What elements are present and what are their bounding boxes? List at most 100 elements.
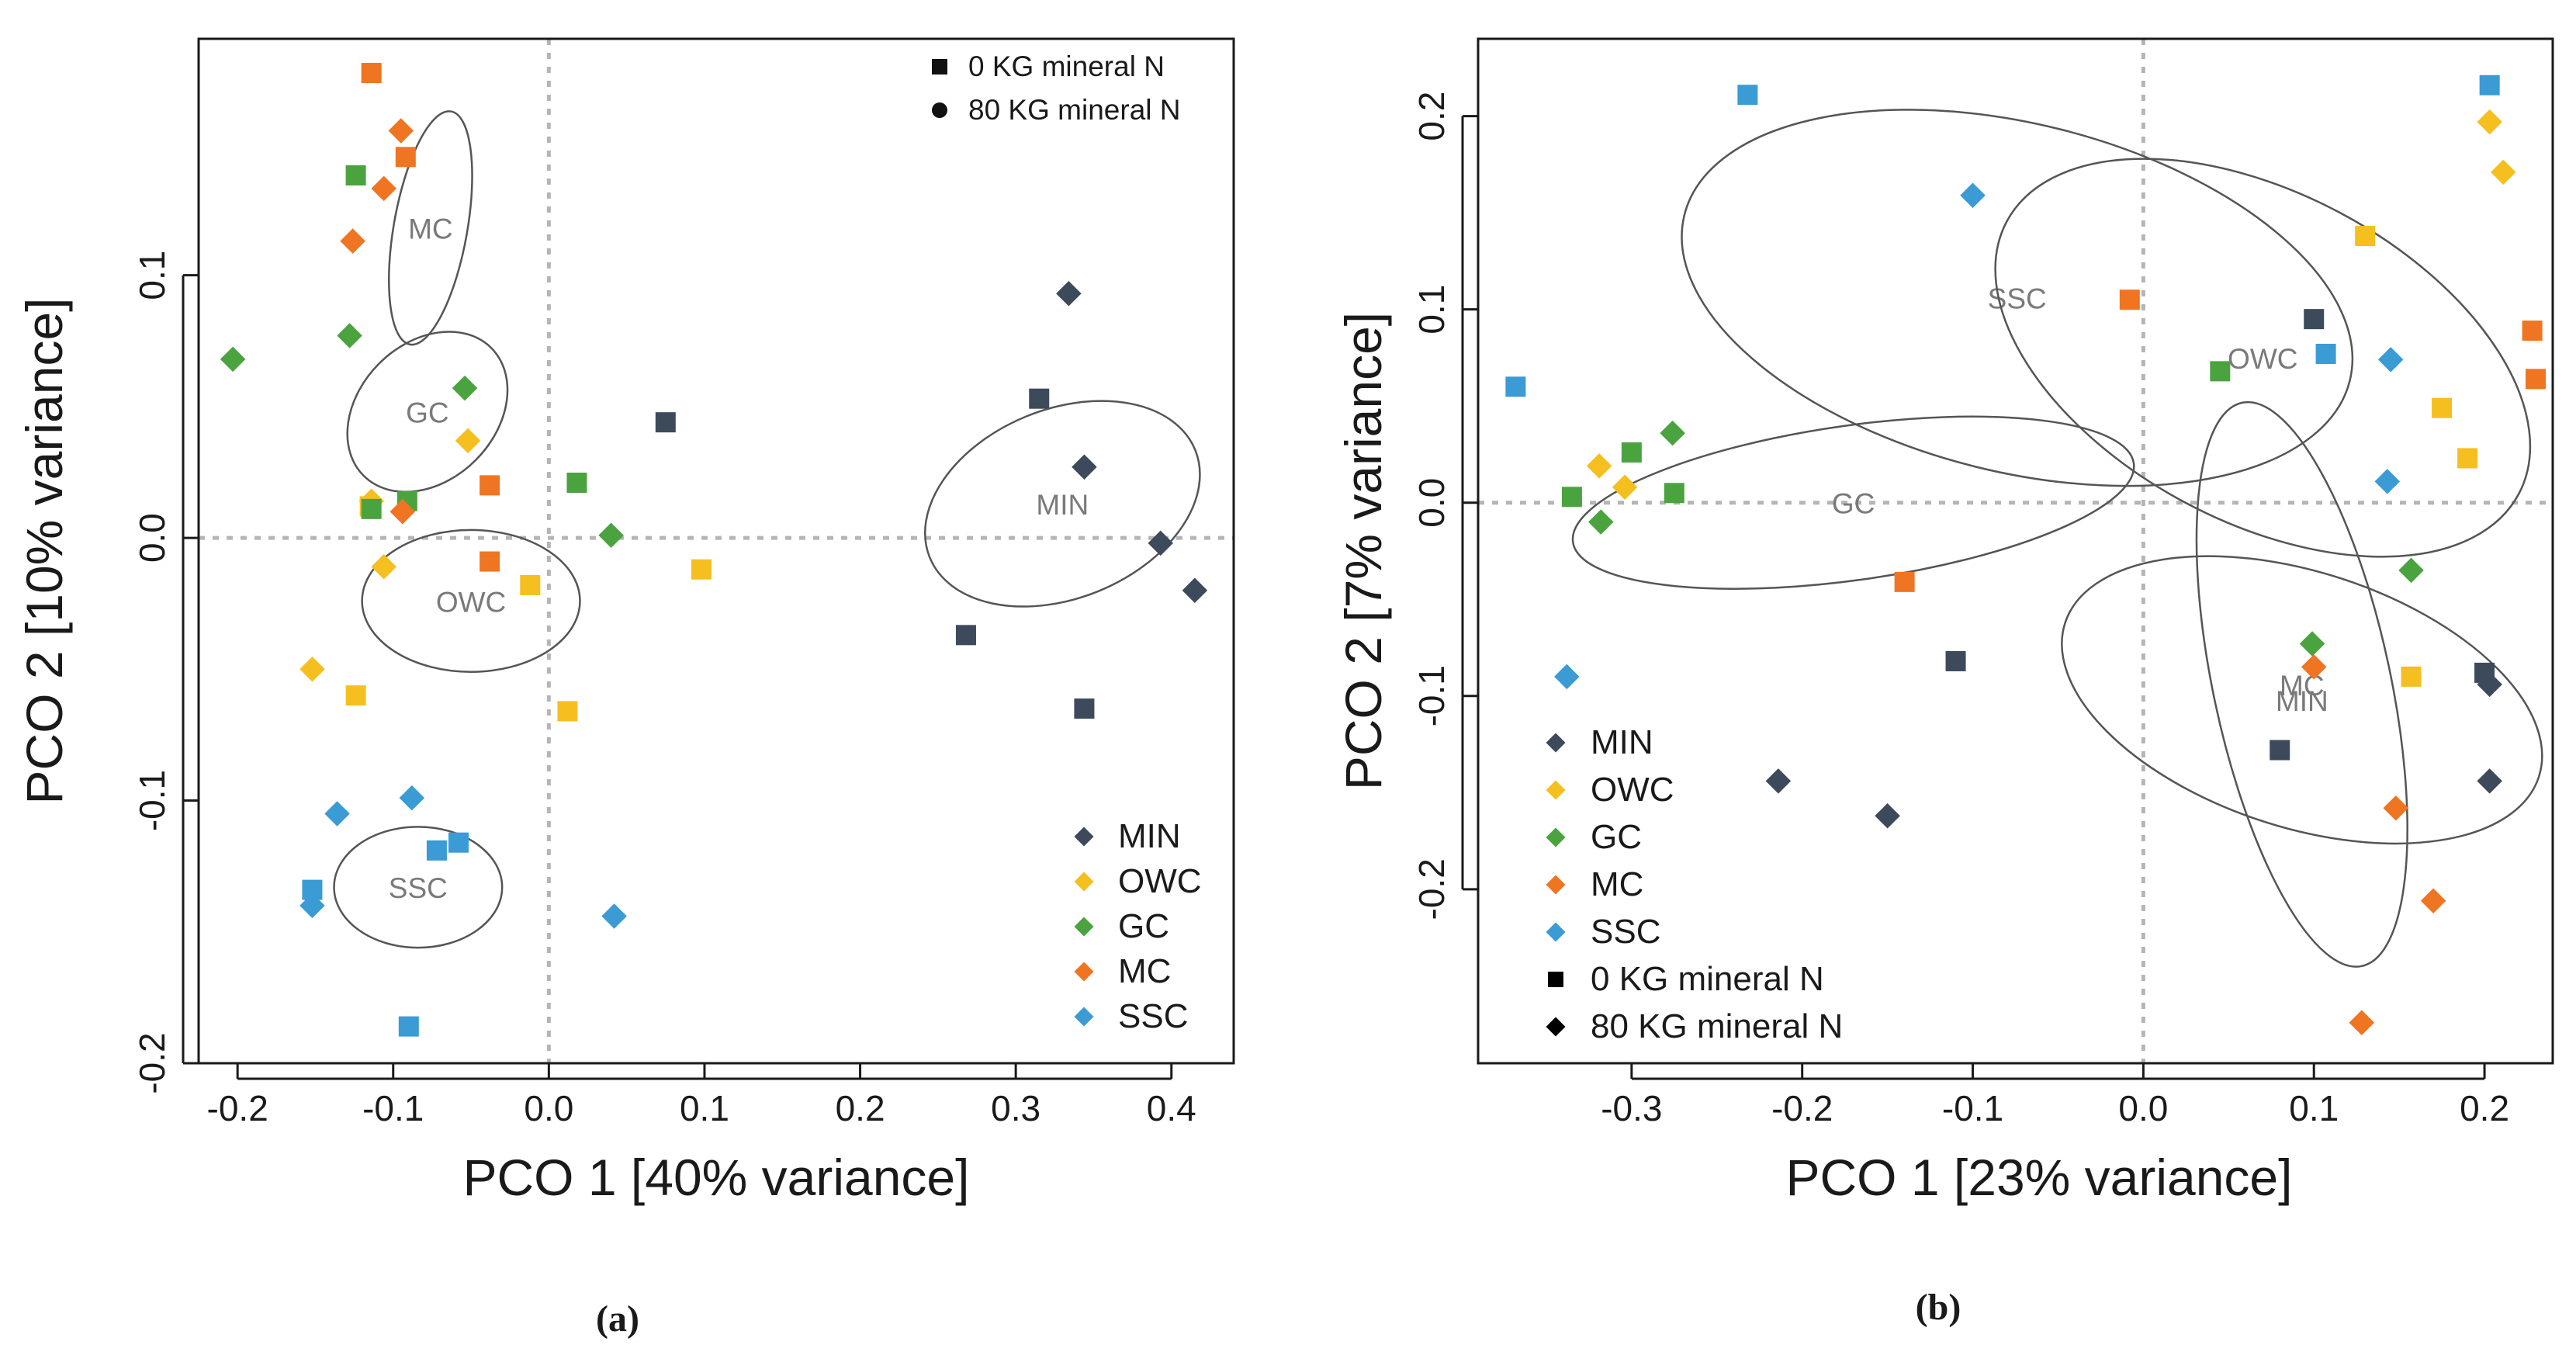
confidence-ellipse-owc [1994,158,2532,558]
ellipse-label-gc: GC [1832,488,1875,520]
data-point-gc [2398,557,2424,584]
data-point-owc [1586,453,1612,479]
legend-marker [932,59,947,75]
data-point-mc [371,175,396,202]
data-point-min [1029,388,1050,409]
data-point-mc [340,228,365,254]
data-point-gc [566,473,587,493]
confidence-ellipse-ssc [333,826,504,949]
data-point-owc [2490,159,2516,185]
y-axis-title: PCO 2 [10% variance] [16,298,73,805]
x-tick-label: 0.0 [2118,1088,2168,1128]
data-point-min [1945,650,1966,671]
x-tick-label: 0.4 [1147,1088,1196,1128]
data-point-mc [2420,888,2446,914]
x-tick-label: -0.2 [207,1088,268,1128]
ellipse-label-gc: GC [406,397,449,429]
data-point-mc [2526,369,2547,390]
data-point-mc [2383,795,2408,821]
data-point-ssc [2374,469,2401,494]
ellipse-label-mc: MC [408,213,453,245]
x-tick-label: 0.3 [991,1088,1040,1128]
legend-marker-owc [1074,872,1094,892]
data-point-owc [1612,474,1638,501]
data-point-ssc [399,785,425,811]
data-point-ssc [324,801,350,827]
panel-a: MC GC OWC SSC MIN -0.2 -0.1 0.0 0.1 0.2 0.3 0.4 -0.2… [16,37,1235,1340]
legend-marker [1546,780,1566,800]
data-point-ssc [1737,85,1758,106]
data-point-owc [345,685,366,706]
data-point-min [1074,698,1095,719]
y-tick-label: 0.0 [132,513,172,563]
data-point-gc [1664,483,1684,504]
legend-marker-min [1074,827,1094,847]
legend-label: MIN [1591,723,1653,761]
confidence-ellipse-min [923,400,1201,608]
legend-label: SSC [1591,913,1660,951]
y-axis-title: PCO 2 [7% variance] [1335,312,1392,790]
data-point-owc [2477,109,2502,135]
x-axis-title: PCO 1 [40% variance] [463,1149,970,1206]
data-point-gc [1588,509,1614,535]
ellipse-label-min: MIN [2276,685,2328,717]
data-point-ssc [601,903,627,929]
legend-label: MC [1591,865,1643,903]
data-point-ssc [398,1016,419,1037]
data-point-mc [361,63,382,83]
confidence-ellipse-ssc [1681,109,2354,487]
data-point-min [1072,454,1097,480]
panel-label: (b) [1916,1287,1961,1328]
legend-marker [1546,733,1566,753]
data-point-gc [345,165,366,185]
data-point-min [1182,577,1208,604]
data-point-min [2304,309,2325,330]
y-tick-label: -0.2 [1411,858,1452,920]
legend-label: SSC [1118,997,1188,1035]
plot-frame [197,37,1235,1065]
legend-marker [1546,875,1566,895]
data-point-gc [452,375,478,401]
confidence-ellipse-mc [2195,400,2408,968]
panel-b: SSC OWC GC MIN MC -0.3 -0.2 -0.1 0.0 0.1 0.2 -0.2 -0… [1335,37,2554,1328]
x-tick-label: 0.2 [2460,1088,2509,1128]
ellipse-label-owc: OWC [2228,343,2297,375]
ellipse-label-owc: OWC [436,586,506,618]
ellipse-label-ssc: SSC [389,872,448,904]
data-point-gc [220,346,246,373]
confidence-ellipse-gc [346,331,509,494]
panel-label: (a) [596,1298,639,1340]
data-point-mc [390,498,416,525]
data-point-min [1765,768,1792,794]
legend-label: MIN [1118,817,1181,855]
data-point-ssc [299,892,325,919]
legend-marker-gc [1074,917,1094,937]
legend-marker [1548,972,1563,987]
confidence-ellipse-owc [361,529,581,673]
x-tick-label: -0.1 [362,1088,424,1128]
legend-label: GC [1591,818,1642,856]
data-point-owc [2457,448,2478,469]
data-point-owc [455,428,481,454]
y-tick-label: 0.2 [1411,92,1452,141]
x-tick-label: -0.2 [1771,1088,1833,1128]
legend-marker [1546,827,1566,847]
plot-frame [1477,37,2554,1065]
data-point-min [1148,530,1173,556]
data-point-owc [371,554,396,580]
legend-label: OWC [1118,862,1202,900]
data-point-ssc [1505,376,1526,397]
legend-label: 0 KG mineral N [1591,960,1824,998]
legend-marker [1546,1017,1566,1037]
legend-marker [1546,922,1566,942]
data-point-gc [2210,361,2231,382]
y-tick-label: 0.1 [132,251,172,300]
data-point-gc [2299,631,2325,657]
data-point-ssc [2479,75,2500,95]
data-point-ssc [2377,347,2404,373]
x-tick-label: 0.1 [680,1088,729,1128]
x-tick-label: 0.2 [836,1088,885,1128]
data-point-owc [2401,666,2422,687]
x-tick-label: -0.1 [1942,1088,2003,1128]
legend-label: MC [1118,952,1171,990]
